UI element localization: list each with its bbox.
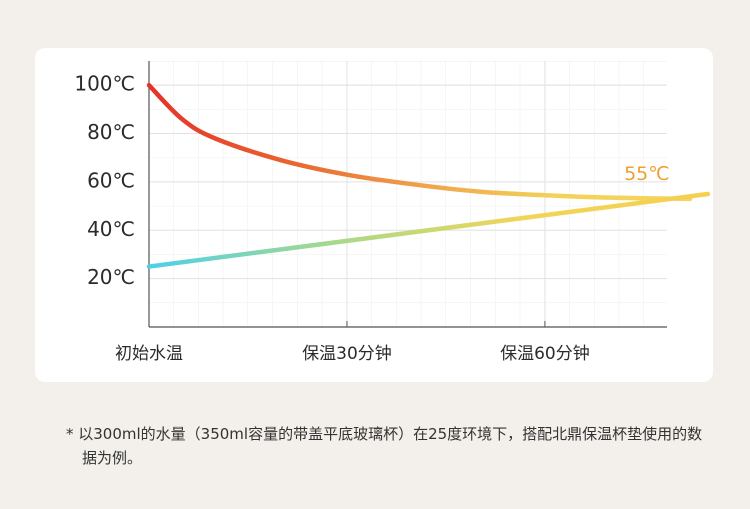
annotation: 55℃ [624,163,670,185]
series-line [146,191,711,269]
y-tick-label: 80℃ [87,120,135,144]
series-line [146,82,693,202]
x-tick-label: 保温30分钟 [302,344,392,364]
x-tick-label: 保温60分钟 [500,344,590,364]
footnote: * 以300ml的水量（350ml容量的带盖平底玻璃杯）在25度环境下，搭配北鼎… [66,425,703,467]
chart: 20℃ 40℃ 60℃ 80℃ 100℃ 初始水温 保温30分钟 保温60分钟 55℃ [74,61,711,364]
y-tick-label: 20℃ [87,265,135,289]
x-tick-label: 初始水温 [115,344,183,364]
minor-grid [149,61,667,327]
y-tick-label: 100℃ [74,72,135,96]
y-tick-label: 40℃ [87,217,135,241]
y-tick-label: 60℃ [87,168,135,192]
